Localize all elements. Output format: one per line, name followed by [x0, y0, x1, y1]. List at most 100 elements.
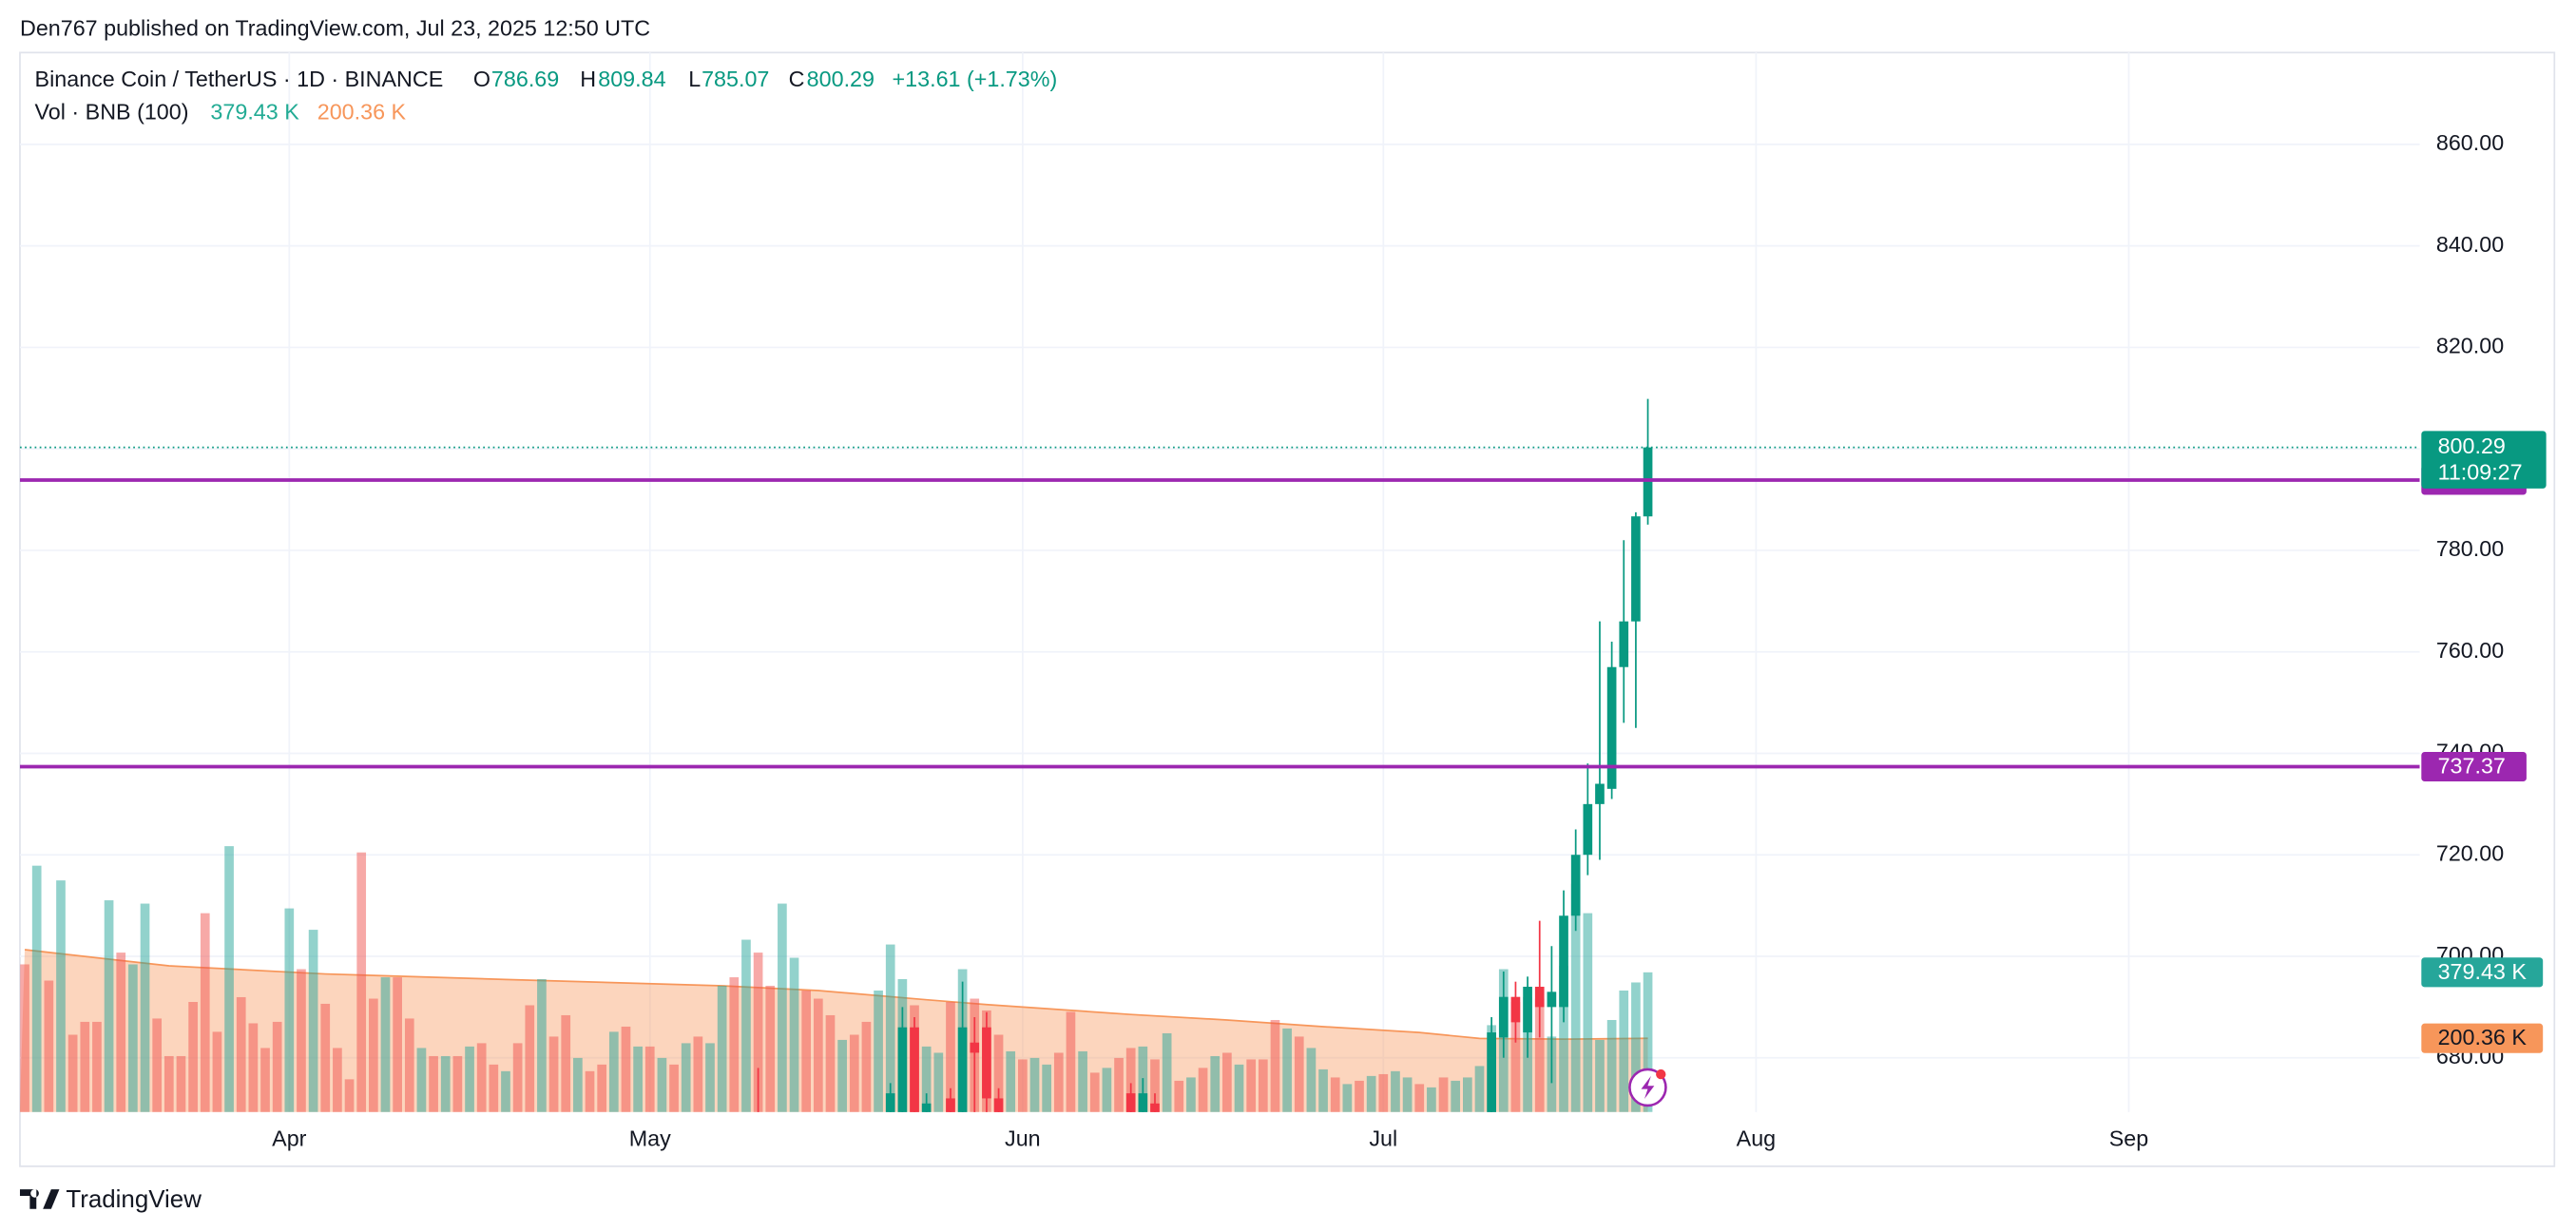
- volume-bar: [1029, 1057, 1040, 1112]
- legend: Binance Coin / TetherUS · 1D · BINANCE O 7…: [35, 67, 1058, 125]
- level-label: 737.37: [2438, 754, 2506, 779]
- volume-bar: [1198, 1068, 1208, 1112]
- y-tick-label: 860.00: [2436, 130, 2504, 155]
- volume-bar: [1042, 1064, 1051, 1112]
- volume-bar: [1150, 1059, 1160, 1112]
- candle-body: [1643, 447, 1653, 517]
- candle-body: [1606, 666, 1617, 789]
- volume-bar: [1078, 1050, 1087, 1112]
- x-tick-label: Jun: [1005, 1126, 1041, 1150]
- volume-bar: [284, 908, 295, 1112]
- candle-body: [1125, 1093, 1136, 1112]
- volume-bar: [44, 980, 54, 1112]
- plot-area: [19, 398, 2420, 1112]
- ohlc-value: 786.69: [491, 67, 559, 91]
- volume-bar: [116, 953, 126, 1112]
- volume-bar: [380, 977, 391, 1112]
- volume-bar: [1534, 998, 1545, 1112]
- volume-bar: [1427, 1087, 1436, 1112]
- volume-bar: [80, 1021, 90, 1112]
- volume-bar: [1306, 1048, 1317, 1112]
- volume-bar: [1222, 1052, 1232, 1112]
- ohlc-key: O: [473, 67, 490, 91]
- volume-bar: [1318, 1068, 1328, 1112]
- candle-body: [1631, 516, 1641, 622]
- volume-bar: [128, 964, 138, 1112]
- volume-bar: [837, 1039, 847, 1112]
- ohlc-value: 800.29: [807, 67, 875, 91]
- volume-bar: [163, 1055, 174, 1112]
- volume-bar: [1294, 1036, 1304, 1112]
- volume-bar: [765, 985, 776, 1112]
- volume-bar: [597, 1064, 607, 1112]
- volume-bar: [621, 1026, 631, 1112]
- y-tick-label: 840.00: [2436, 232, 2504, 257]
- volume-bar: [1018, 1059, 1028, 1112]
- y-tick-label: 820.00: [2436, 334, 2504, 358]
- volume-bar: [1102, 1068, 1112, 1112]
- volume-bar: [657, 1057, 667, 1112]
- volume-bar: [31, 865, 42, 1112]
- volume-bar: [1006, 1050, 1016, 1112]
- volume-bar: [1570, 883, 1581, 1112]
- volume-bar: [753, 953, 763, 1112]
- x-tick-label: Apr: [272, 1126, 307, 1150]
- volume-bar: [369, 998, 378, 1112]
- volume-bar: [1125, 1048, 1136, 1112]
- volume-label-box: [2421, 957, 2544, 988]
- volume-bar: [1631, 982, 1641, 1112]
- volume-bar: [272, 1021, 282, 1112]
- volume-bar: [1089, 1072, 1100, 1112]
- volume-bar: [1186, 1077, 1196, 1112]
- volume-bar: [789, 957, 799, 1112]
- ohlc-value: 809.84: [598, 67, 665, 91]
- x-tick-label: Aug: [1737, 1126, 1776, 1150]
- volume-bar: [188, 1002, 198, 1112]
- axes-layer: 680.00700.00720.00740.00760.00780.00800.…: [19, 130, 2547, 1150]
- candle-body: [957, 1027, 968, 1112]
- volume-bar: [356, 852, 367, 1112]
- volume-bar: [681, 1043, 691, 1112]
- volume-bar: [67, 1034, 78, 1112]
- volume-bar: [548, 1036, 559, 1112]
- volume-bar: [297, 969, 306, 1112]
- alert-icon: [1628, 1068, 1667, 1107]
- chart-frame: [19, 51, 2556, 1167]
- alert-icon-bolt: [1641, 1075, 1655, 1100]
- volume-bar: [1438, 1077, 1449, 1112]
- volume-bar: [537, 978, 547, 1112]
- volume-bar: [608, 1031, 619, 1112]
- volume-bar: [440, 1055, 451, 1112]
- volume-bar: [1606, 1019, 1617, 1112]
- volume-bar: [344, 1079, 355, 1112]
- candle-body: [1559, 915, 1568, 1008]
- candle-body: [885, 1093, 895, 1112]
- candle-body: [1583, 803, 1593, 856]
- volume-bar: [1270, 1019, 1280, 1112]
- volume-label: 379.43 K: [2438, 959, 2528, 984]
- volume-bar: [693, 1036, 703, 1112]
- x-tick-label: Sep: [2109, 1126, 2148, 1150]
- candle-body: [1138, 1093, 1148, 1112]
- volume-bar: [1246, 1059, 1257, 1112]
- volume-bar: [993, 1034, 1004, 1112]
- volume-bar: [56, 880, 66, 1112]
- change-label: +13.61 (+1.73%): [893, 67, 1058, 91]
- volume-bar: [849, 1034, 859, 1112]
- volume-bar: [1174, 1080, 1184, 1112]
- volume-bar: [705, 1043, 715, 1112]
- volume-bar: [308, 930, 318, 1112]
- volume-legend: Vol · BNB (100): [35, 99, 189, 124]
- ohlc-value: 785.07: [702, 67, 769, 91]
- volume-bar: [1258, 1059, 1268, 1112]
- volume-bar: [452, 1055, 463, 1112]
- volume-bar: [1366, 1075, 1376, 1112]
- ohlc-key: H: [580, 67, 596, 91]
- volume-bar: [1391, 1070, 1400, 1112]
- volume-bar: [669, 1064, 679, 1112]
- volume-bar: [236, 996, 246, 1112]
- candle-body: [970, 1042, 980, 1053]
- candle-body: [1150, 1103, 1160, 1112]
